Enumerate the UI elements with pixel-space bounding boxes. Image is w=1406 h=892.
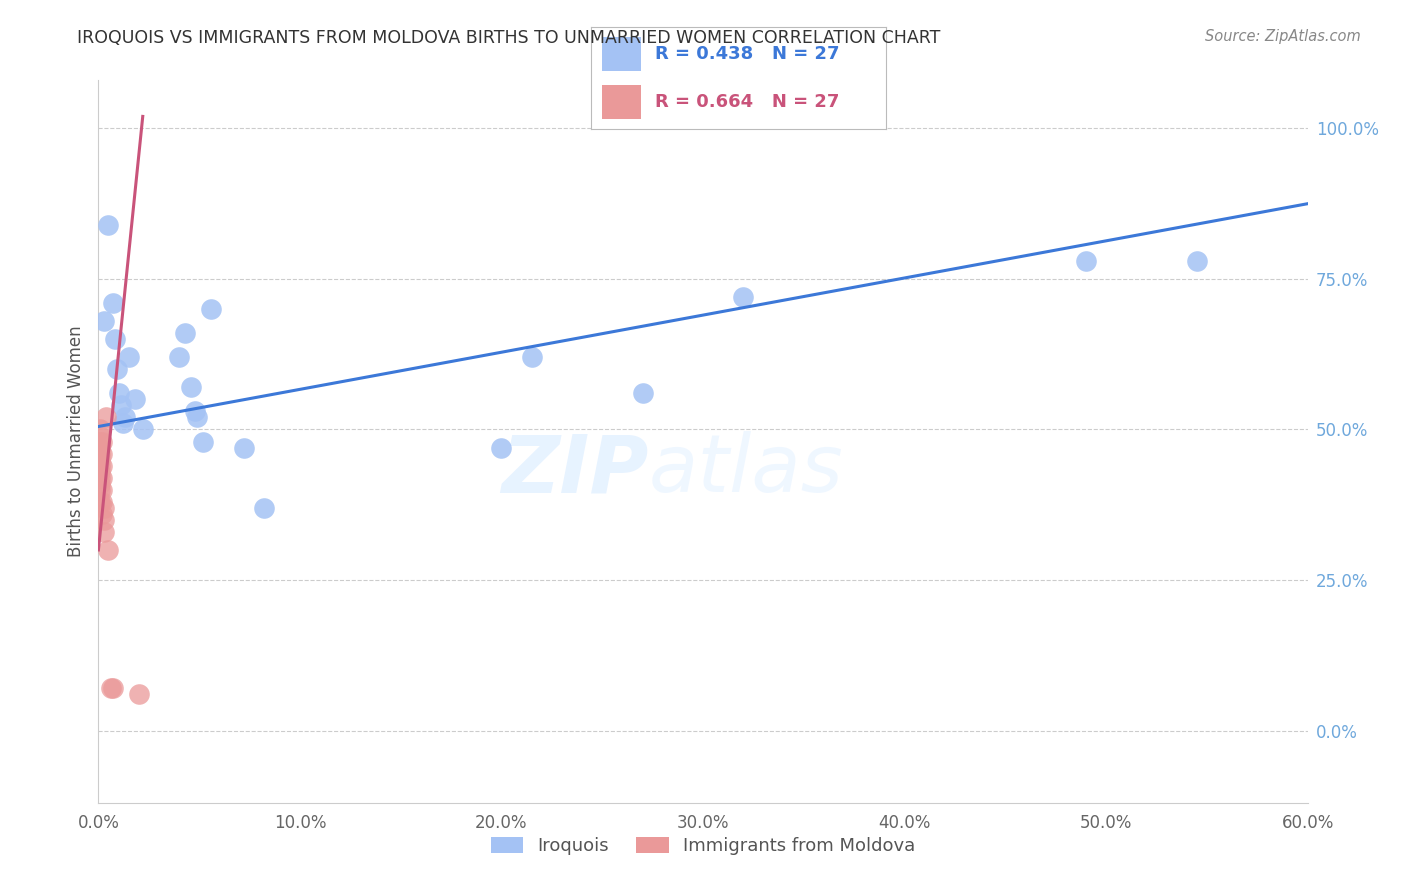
Point bbox=[103, 332, 125, 346]
Point bbox=[89, 458, 111, 473]
Point bbox=[89, 441, 111, 455]
FancyBboxPatch shape bbox=[602, 86, 641, 119]
FancyBboxPatch shape bbox=[602, 37, 641, 70]
Legend: Iroquois, Immigrants from Moldova: Iroquois, Immigrants from Moldova bbox=[484, 830, 922, 863]
Point bbox=[105, 362, 128, 376]
Point bbox=[89, 434, 111, 449]
Point bbox=[89, 471, 111, 485]
Point bbox=[96, 410, 118, 425]
Point bbox=[91, 446, 114, 460]
Point bbox=[89, 483, 111, 497]
Point bbox=[100, 681, 122, 696]
Point bbox=[1074, 253, 1097, 268]
Text: R = 0.438   N = 27: R = 0.438 N = 27 bbox=[655, 45, 839, 63]
Point bbox=[89, 465, 111, 479]
Point bbox=[107, 386, 129, 401]
Point bbox=[89, 446, 111, 460]
Point bbox=[89, 428, 111, 442]
Point bbox=[111, 417, 134, 431]
Point bbox=[491, 441, 513, 455]
Point bbox=[200, 301, 222, 317]
Point bbox=[101, 296, 124, 310]
Point bbox=[124, 392, 146, 407]
Point bbox=[93, 524, 115, 539]
Point bbox=[101, 681, 124, 696]
Point bbox=[184, 404, 207, 418]
Point bbox=[631, 386, 654, 401]
Text: Source: ZipAtlas.com: Source: ZipAtlas.com bbox=[1205, 29, 1361, 44]
Point bbox=[193, 434, 215, 449]
Point bbox=[174, 326, 197, 341]
Text: atlas: atlas bbox=[648, 432, 844, 509]
Point bbox=[91, 434, 114, 449]
Point bbox=[520, 350, 543, 364]
Point bbox=[93, 314, 115, 328]
Text: ZIP: ZIP bbox=[501, 432, 648, 509]
Point bbox=[97, 542, 120, 557]
Point bbox=[91, 507, 114, 521]
Point bbox=[89, 423, 111, 437]
Point bbox=[91, 458, 114, 473]
Point bbox=[132, 423, 155, 437]
Text: R = 0.664   N = 27: R = 0.664 N = 27 bbox=[655, 93, 839, 111]
Point bbox=[97, 218, 120, 232]
Point bbox=[93, 513, 115, 527]
Point bbox=[180, 380, 202, 394]
Y-axis label: Births to Unmarried Women: Births to Unmarried Women bbox=[66, 326, 84, 558]
Point bbox=[89, 476, 111, 491]
Point bbox=[118, 350, 141, 364]
Point bbox=[186, 410, 208, 425]
Point bbox=[89, 494, 111, 508]
Point bbox=[114, 410, 136, 425]
Point bbox=[733, 290, 755, 304]
Point bbox=[110, 398, 132, 412]
Point bbox=[253, 500, 276, 515]
Point bbox=[167, 350, 190, 364]
Point bbox=[89, 452, 111, 467]
Point bbox=[91, 471, 114, 485]
Point bbox=[128, 687, 150, 701]
Point bbox=[1185, 253, 1208, 268]
Point bbox=[93, 500, 115, 515]
Point bbox=[91, 483, 114, 497]
Point bbox=[91, 494, 114, 508]
Point bbox=[232, 441, 254, 455]
Text: IROQUOIS VS IMMIGRANTS FROM MOLDOVA BIRTHS TO UNMARRIED WOMEN CORRELATION CHART: IROQUOIS VS IMMIGRANTS FROM MOLDOVA BIRT… bbox=[77, 29, 941, 46]
